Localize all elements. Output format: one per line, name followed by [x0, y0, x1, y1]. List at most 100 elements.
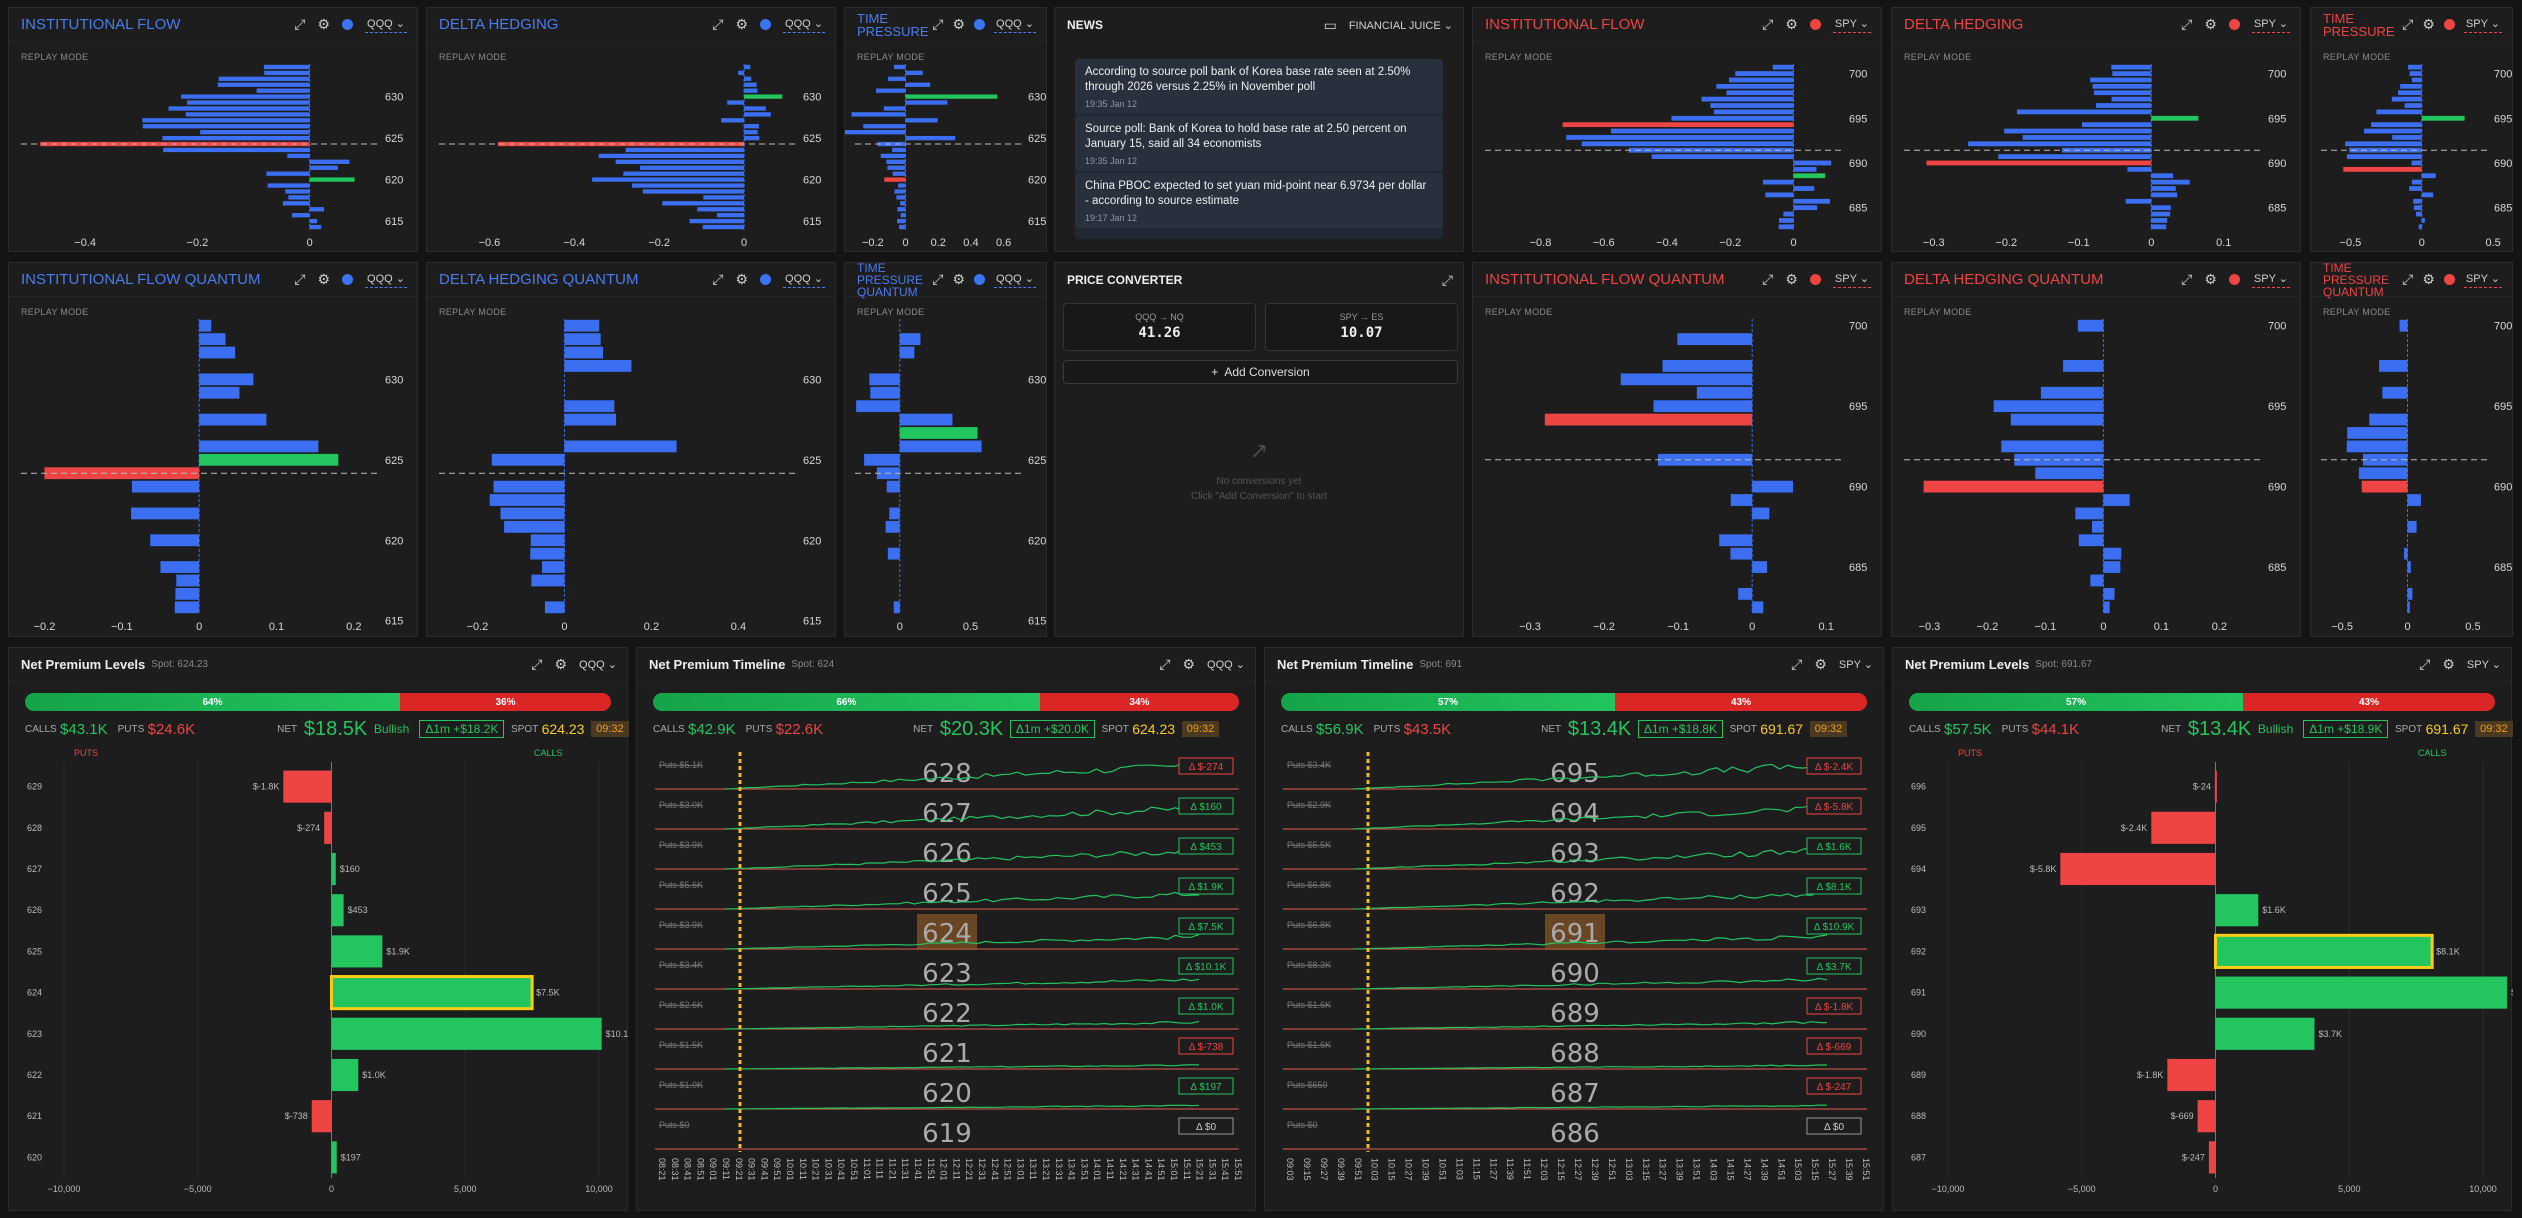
expand-icon[interactable]: ⤢	[1441, 271, 1453, 288]
expand-icon[interactable]: ⤢	[1762, 271, 1774, 287]
gear-icon[interactable]: ⚙	[317, 271, 331, 287]
ticker-select[interactable]: SPY ⌄	[1832, 17, 1871, 33]
time-tick-label: 13:51	[1079, 1158, 1089, 1181]
ticker-select[interactable]: QQQ ⌄	[994, 17, 1036, 33]
flow-bar	[899, 427, 978, 439]
x-tick-label: −0.2	[862, 237, 884, 249]
ticker-select[interactable]: SPY ⌄	[2251, 272, 2290, 288]
strike-label: 622	[27, 1070, 42, 1080]
strike-label: 625	[27, 946, 42, 956]
flow-bar	[199, 346, 236, 359]
flow-bar	[1752, 601, 1764, 614]
gear-icon[interactable]: ⚙	[2442, 656, 2455, 672]
flow-bar	[2407, 561, 2411, 573]
gear-icon[interactable]: ⚙	[735, 16, 749, 32]
flow-bar	[899, 333, 921, 346]
delta-badge: Δ $-2.4K	[1815, 762, 1854, 773]
flow-bar	[2416, 211, 2422, 217]
calendar-icon[interactable]: ▭	[1323, 16, 1337, 33]
time-tick-label: 15:21	[1195, 1158, 1205, 1181]
panel-title: INSTITUTIONAL FLOW	[1485, 16, 1645, 33]
expand-icon[interactable]: ⤢	[932, 16, 944, 32]
gear-icon[interactable]: ⚙	[2422, 271, 2435, 287]
flow-bar	[504, 520, 565, 533]
time-tick-label: 12:15	[1556, 1158, 1566, 1181]
x-tick-label: −10,000	[48, 1184, 81, 1194]
status-dot	[760, 19, 772, 30]
news-item[interactable]: According to source poll bank of Korea b…	[1075, 59, 1443, 114]
gear-icon[interactable]: ⚙	[2204, 271, 2217, 287]
gear-icon[interactable]: ⚙	[317, 16, 331, 32]
flow-bar	[716, 213, 745, 218]
gear-icon[interactable]: ⚙	[2422, 16, 2435, 32]
gear-icon[interactable]: ⚙	[1785, 271, 1798, 287]
news-list[interactable]: According to source poll bank of Korea b…	[1075, 59, 1443, 239]
ticker-select[interactable]: SPY ⌄	[2463, 17, 2502, 33]
expand-icon[interactable]: ⤢	[294, 16, 306, 32]
expand-icon[interactable]: ⤢	[2181, 16, 2193, 32]
news-item[interactable]: Source poll: Bank of Korea to hold base …	[1075, 116, 1443, 171]
gear-icon[interactable]: ⚙	[1814, 656, 1827, 672]
add-conversion-button[interactable]: + Add Conversion	[1063, 360, 1458, 384]
net-premium-levels-qqq-panel: Net Premium Levels Spot: 624.23 ⤢ ⚙ QQQ ⌄ 6…	[8, 647, 629, 1211]
time-tick-label: 14:03	[1709, 1158, 1719, 1181]
ticker-select[interactable]: SPY ⌄	[2251, 17, 2290, 33]
flow-bar	[1735, 71, 1794, 76]
ticker-select[interactable]: SPY ⌄	[2463, 272, 2502, 288]
flow-bar	[894, 189, 906, 194]
ticker-select[interactable]: QQQ ⌄	[365, 272, 407, 288]
expand-icon[interactable]: ⤢	[2181, 271, 2193, 287]
expand-icon[interactable]: ⤢	[531, 656, 543, 672]
expand-icon[interactable]: ⤢	[2402, 16, 2414, 32]
expand-icon[interactable]: ⤢	[1791, 656, 1803, 672]
ticker-select[interactable]: QQQ ⌄	[1207, 659, 1245, 671]
flow-bar	[309, 165, 338, 170]
ticker-select[interactable]: SPY ⌄	[1838, 659, 1873, 671]
gear-icon[interactable]: ⚙	[952, 16, 966, 32]
strike-label: 692	[1911, 946, 1926, 956]
gear-icon[interactable]: ⚙	[1785, 16, 1798, 32]
flow-bar	[905, 70, 923, 76]
x-tick-label: 0	[561, 621, 567, 633]
x-tick-label: −0.3	[1519, 621, 1541, 633]
strike-tick-label: 630	[803, 374, 821, 386]
ticker-select[interactable]: QQQ ⌄	[994, 272, 1036, 288]
expand-icon[interactable]: ⤢	[1762, 16, 1774, 32]
gear-icon[interactable]: ⚙	[735, 271, 749, 287]
gear-icon[interactable]: ⚙	[554, 656, 568, 672]
expand-icon[interactable]: ⤢	[932, 271, 944, 287]
strike-tick-label: 630	[1028, 92, 1046, 104]
strike-label: 689	[1911, 1070, 1926, 1080]
ticker-select[interactable]: QQQ ⌄	[579, 659, 617, 671]
ticker-select[interactable]: SPY ⌄	[1832, 272, 1871, 288]
expand-icon[interactable]: ⤢	[712, 16, 724, 32]
flow-bar	[493, 480, 565, 493]
conversion-card-spy-es[interactable]: SPY → ES 10.07	[1265, 303, 1458, 351]
expand-icon[interactable]: ⤢	[712, 271, 724, 287]
expand-icon[interactable]: ⤢	[2402, 271, 2414, 287]
ticker-select[interactable]: QQQ ⌄	[365, 17, 407, 33]
source-select[interactable]: FINANCIAL JUICE ⌄	[1348, 19, 1453, 32]
data-label: $-1.8K	[253, 782, 280, 792]
expand-icon[interactable]: ⤢	[1159, 656, 1171, 672]
flow-bar	[1544, 413, 1753, 426]
ticker-select[interactable]: QQQ ⌄	[783, 17, 825, 33]
panel-title: INSTITUTIONAL FLOW QUANTUM	[21, 271, 261, 288]
gear-icon[interactable]: ⚙	[2204, 16, 2217, 32]
expand-icon[interactable]: ⤢	[2419, 656, 2431, 672]
puts-row-label: Puts $3.4K	[1287, 760, 1331, 770]
expand-icon[interactable]: ⤢	[294, 271, 306, 287]
strike-label: 695	[1911, 823, 1926, 833]
level-label: 622	[922, 999, 972, 1029]
gear-icon[interactable]: ⚙	[1182, 656, 1196, 672]
puts-row-label: Puts $5.1K	[659, 760, 703, 770]
gear-icon[interactable]: ⚙	[952, 271, 966, 287]
ticker-select[interactable]: SPY ⌄	[2466, 659, 2501, 671]
flow-bar	[1752, 507, 1770, 520]
conversion-card-qqq-nq[interactable]: QQQ → NQ 41.26	[1063, 303, 1256, 351]
news-item[interactable]: China PBOC expected to set yuan mid-poin…	[1075, 173, 1443, 228]
flow-bar	[1783, 211, 1794, 217]
calls-line	[1352, 760, 1828, 790]
summary-row: CALLS $43.1K PUTS $24.6K NET $18.5K Bull…	[25, 717, 629, 741]
ticker-select[interactable]: QQQ ⌄	[783, 272, 825, 288]
